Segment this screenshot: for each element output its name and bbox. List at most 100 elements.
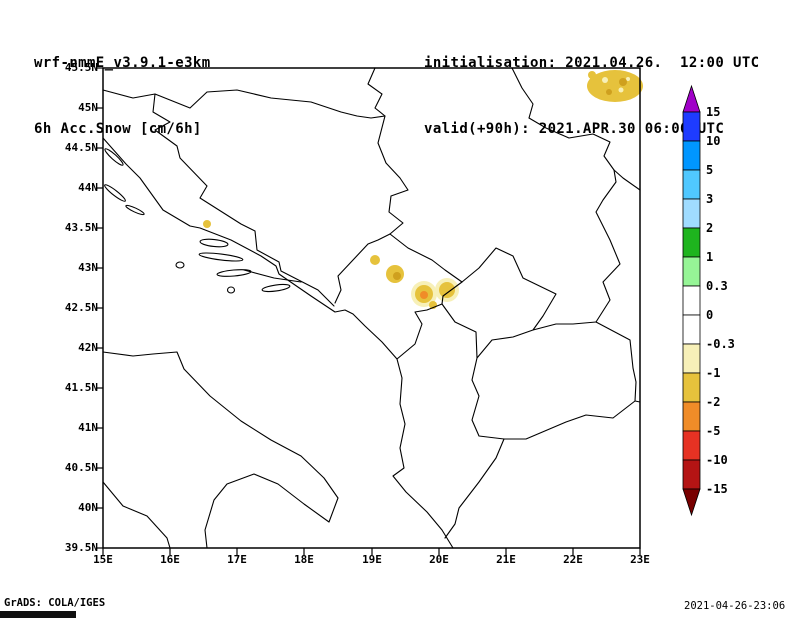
island [261, 283, 291, 293]
lat-tick-label: 41.5N [64, 381, 98, 394]
lon-tick-label: 18E [294, 553, 314, 566]
colorbar-segment [682, 459, 701, 490]
colorbar-segment [682, 372, 701, 403]
colorbar-label: -15 [706, 482, 728, 496]
coastline-italy-adriatic [102, 351, 339, 549]
snow-patch-core [393, 272, 401, 280]
lon-tick-label: 20E [429, 553, 449, 566]
lat-tick-label: 39.5N [64, 541, 98, 554]
snow-patch-speckle [602, 77, 608, 83]
lon-tick-label: 21E [496, 553, 516, 566]
lat-tick-label: 43.5N [64, 221, 98, 234]
lon-tick-label: 17E [227, 553, 247, 566]
map-outlines [102, 67, 641, 549]
colorbar-label: 3 [706, 192, 714, 206]
lat-tick-label: 45.5N [64, 61, 98, 74]
init-time-label: initialisation: 2021.04.26. 12:00 UTC [424, 55, 760, 71]
lat-tick-label: 44N [78, 181, 98, 194]
lon-tick-label: 23E [630, 553, 650, 566]
colorbar-arrow-top [682, 84, 701, 113]
border-serbia-bulgaria [595, 169, 621, 323]
coastline-italy-west [102, 481, 171, 549]
border-montenegro-serbia [389, 233, 463, 283]
colorbar [682, 84, 701, 517]
lat-tick-label: 40N [78, 501, 98, 514]
valid-time-label: valid(+90h): 2021.APR.30 06:00 UTC [424, 121, 725, 137]
border-albania-greece [444, 438, 505, 539]
border-albania-macedonia [471, 357, 505, 440]
colorbar-segment [682, 169, 701, 200]
border-montenegro-albania [396, 281, 463, 360]
colorbar-arrow-bottom [682, 488, 701, 517]
colorbar-label: 15 [706, 105, 721, 119]
island [226, 286, 236, 294]
border-danube-serbia-romania [528, 117, 615, 171]
field-title: 6h Acc.Snow [cm/6h] [34, 121, 202, 137]
black-bar [0, 611, 76, 618]
lon-tick-label: 22E [563, 553, 583, 566]
grads-credit: GrADS: COLA/IGES [4, 597, 106, 609]
border-serbia-romania-north [511, 67, 534, 119]
island [198, 252, 244, 262]
snow-patches [203, 70, 643, 309]
island [125, 204, 145, 216]
colorbar-segment [682, 227, 701, 258]
lon-tick-label: 19E [362, 553, 382, 566]
border-macedonia-greece [503, 400, 636, 440]
colorbar-label: 10 [706, 134, 721, 148]
lat-tick-label: 41N [78, 421, 98, 434]
lat-tick-label: 40.5N [64, 461, 98, 474]
lat-tick-label: 43N [78, 261, 98, 274]
island [199, 238, 229, 248]
snow-patch-core [619, 78, 627, 86]
colorbar-label: -1 [706, 366, 721, 380]
island [216, 269, 252, 277]
peljesac-peninsula [243, 269, 302, 283]
island [104, 148, 124, 166]
colorbar-label: -2 [706, 395, 721, 409]
colorbar-label: 1 [706, 250, 714, 264]
snow-patch-speckle [626, 77, 630, 81]
coastline-adriatic-east [102, 137, 454, 549]
border-serbia-macedonia [532, 321, 597, 331]
colorbar-segment [682, 198, 701, 229]
border-bosnia-west [152, 93, 335, 307]
lat-tick-label: 45N [78, 101, 98, 114]
lon-tick-label: 16E [160, 553, 180, 566]
colorbar-segment [682, 285, 701, 316]
border-drina-bosnia-serbia [377, 115, 409, 235]
snow-patch [588, 71, 596, 79]
colorbar-label: -0.3 [706, 337, 735, 351]
creation-timestamp: 2021-04-26-23:06 [684, 600, 786, 612]
snow-patch-speckle [618, 87, 624, 93]
colorbar-label: -5 [706, 424, 721, 438]
border-kosovo [441, 247, 557, 359]
adriatic-islands [104, 148, 291, 294]
island [104, 184, 126, 202]
header-right: initialisation: 2021.04.26. 12:00 UTC va… [424, 8, 760, 184]
colorbar-segment [682, 343, 701, 374]
colorbar-segment [682, 140, 701, 171]
colorbar-segment [682, 401, 701, 432]
colorbar-segment [682, 256, 701, 287]
snow-patch-core [420, 291, 428, 299]
border-macedonia-bulgaria [595, 321, 641, 403]
colorbar-label: 0.3 [706, 279, 728, 293]
border-danube-croatia-serbia [367, 67, 386, 117]
lat-tick-label: 42N [78, 341, 98, 354]
lat-tick-label: 42.5N [64, 301, 98, 314]
island [175, 261, 185, 269]
colorbar-label: 0 [706, 308, 714, 322]
snow-patch [439, 282, 455, 298]
colorbar-segment [682, 314, 701, 345]
axis-ticks [96, 67, 641, 555]
colorbar-label: -10 [706, 453, 728, 467]
colorbar-label: 2 [706, 221, 714, 235]
border-montenegro-bosnia [334, 233, 391, 304]
border-danube-romania-bulgaria [613, 169, 641, 191]
border-sava-north [102, 89, 386, 119]
snow-patch [203, 220, 211, 228]
colorbar-segment [682, 430, 701, 461]
